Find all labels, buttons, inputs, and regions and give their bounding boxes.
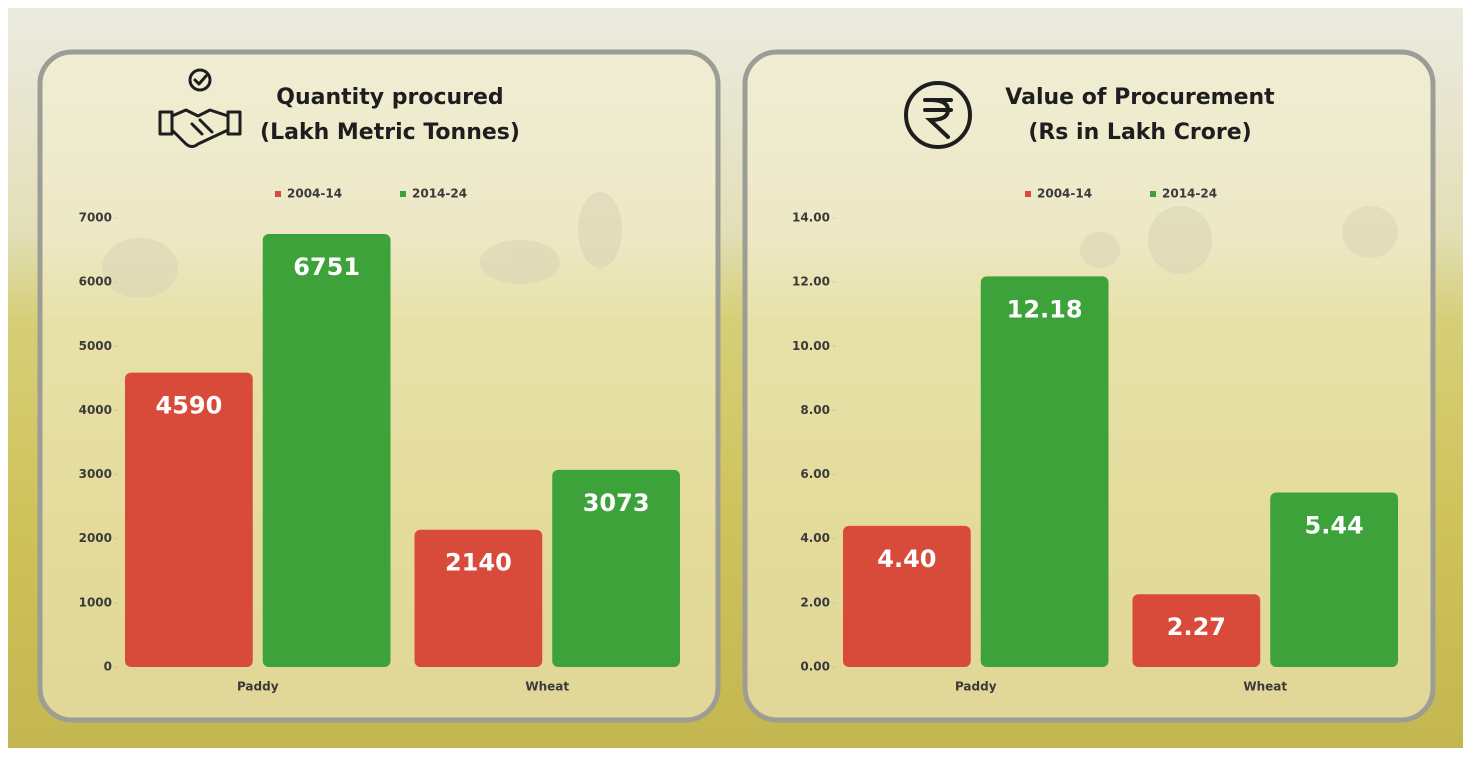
chart-title: Value of Procurement [1005,85,1275,110]
infographic: Quantity procured (Lakh Metric Tonnes) 0 10… [0,0,1479,762]
y-tick-label: 0 [104,660,112,674]
value-label: 6751 [293,253,360,281]
x-tick-label: Wheat [525,680,569,694]
y-tick-label: 4.00 [800,531,830,545]
bar [981,276,1109,667]
value-label: 3073 [583,489,650,517]
legend-swatch [400,191,406,197]
legend-swatch [275,191,281,197]
y-tick-label: 14.00 [792,211,830,225]
value-label: 12.18 [1007,295,1083,323]
legend-label: 2014-24 [1162,187,1217,201]
x-tick-label: Wheat [1243,680,1287,694]
chart-subtitle: (Lakh Metric Tonnes) [260,120,520,145]
y-tick-label: 4000 [79,403,112,417]
legend-swatch [1150,191,1156,197]
value-label: 4.40 [877,545,936,573]
value-label: 2.27 [1167,613,1226,641]
chart-subtitle: (Rs in Lakh Crore) [1028,120,1251,145]
value-label: 4590 [155,392,222,420]
y-tick-label: 6000 [79,275,112,289]
y-tick-label: 2000 [79,531,112,545]
y-tick-label: 1000 [79,595,112,609]
y-tick-label: 12.00 [792,275,830,289]
legend-label: 2014-24 [412,187,467,201]
value-label: 2140 [445,549,512,577]
bar [263,234,391,667]
legend-swatch [1025,191,1031,197]
chart-title: Quantity procured [276,85,503,110]
y-tick-label: 6.00 [800,467,830,481]
y-tick-label: 7000 [79,211,112,225]
x-tick-label: Paddy [955,680,997,694]
y-tick-label: 5000 [79,339,112,353]
x-tick-label: Paddy [237,680,279,694]
y-tick-label: 0.00 [800,660,830,674]
value-label: 5.44 [1305,512,1364,540]
legend-label: 2004-14 [1037,187,1092,201]
y-tick-label: 8.00 [800,403,830,417]
y-tick-label: 3000 [79,467,112,481]
y-tick-label: 2.00 [800,595,830,609]
legend-label: 2004-14 [287,187,342,201]
y-tick-label: 10.00 [792,339,830,353]
